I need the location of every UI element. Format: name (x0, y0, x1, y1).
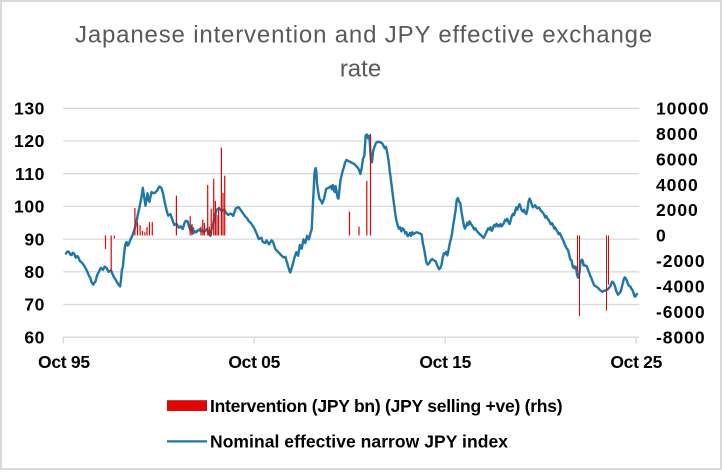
svg-text:rate: rate (340, 55, 381, 82)
svg-text:110: 110 (15, 164, 45, 184)
svg-text:60: 60 (24, 327, 45, 347)
svg-text:-2000: -2000 (656, 251, 706, 271)
svg-text:6000: 6000 (656, 149, 699, 169)
svg-text:8000: 8000 (656, 124, 699, 144)
svg-text:130: 130 (14, 99, 45, 119)
svg-text:Oct 95: Oct 95 (38, 352, 90, 372)
svg-text:Nominal effective narrow JPY i: Nominal effective narrow JPY index (210, 432, 508, 452)
svg-text:-6000: -6000 (656, 302, 706, 322)
svg-text:Oct 15: Oct 15 (419, 352, 471, 372)
svg-text:Oct 05: Oct 05 (228, 352, 280, 372)
svg-text:Intervention (JPY bn) (JPY sel: Intervention (JPY bn) (JPY selling +ve) … (210, 396, 562, 416)
svg-text:-4000: -4000 (656, 277, 706, 297)
svg-text:4000: 4000 (656, 175, 699, 195)
svg-text:0: 0 (656, 226, 667, 246)
svg-text:Japanese intervention and JPY: Japanese intervention and JPY effective … (75, 21, 653, 48)
svg-text:90: 90 (24, 229, 45, 249)
svg-text:120: 120 (14, 131, 45, 151)
svg-text:80: 80 (24, 262, 45, 282)
svg-text:-8000: -8000 (656, 327, 706, 347)
svg-text:10000: 10000 (656, 99, 709, 119)
svg-text:2000: 2000 (656, 200, 699, 220)
svg-text:100: 100 (14, 197, 45, 217)
svg-text:Oct 25: Oct 25 (610, 352, 662, 372)
svg-text:70: 70 (24, 295, 45, 315)
